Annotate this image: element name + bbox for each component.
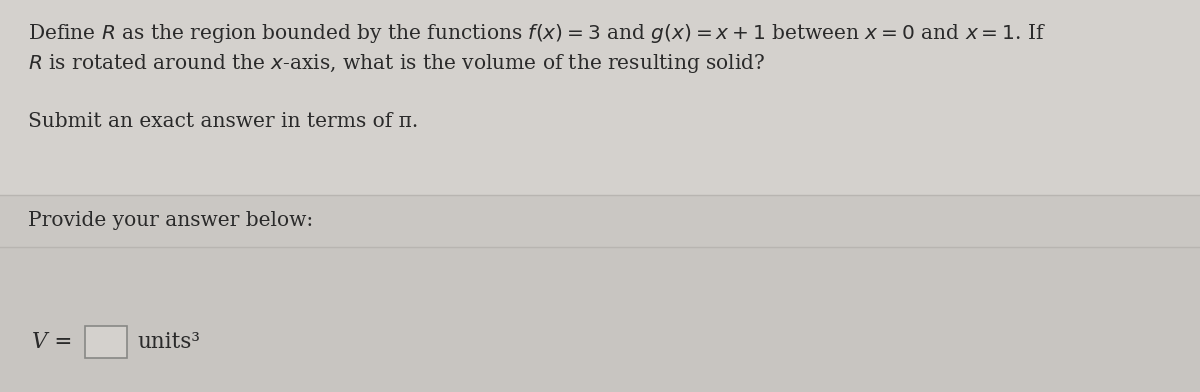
Bar [0,247,1200,392]
Text: $R$ is rotated around the $x$-axis, what is the volume of the resulting solid?: $R$ is rotated around the $x$-axis, what… [28,52,766,75]
Text: Submit an exact answer in terms of π.: Submit an exact answer in terms of π. [28,112,419,131]
Text: units³: units³ [137,331,200,353]
Bar [0,195,1200,247]
Text: Provide your answer below:: Provide your answer below: [28,211,313,230]
Text: V =: V = [32,331,72,353]
Bar [85,326,127,358]
Bar [0,0,1200,195]
Text: Define $R$ as the region bounded by the functions $f(x) = 3$ and $g(x) = x + 1$ : Define $R$ as the region bounded by the … [28,22,1046,45]
